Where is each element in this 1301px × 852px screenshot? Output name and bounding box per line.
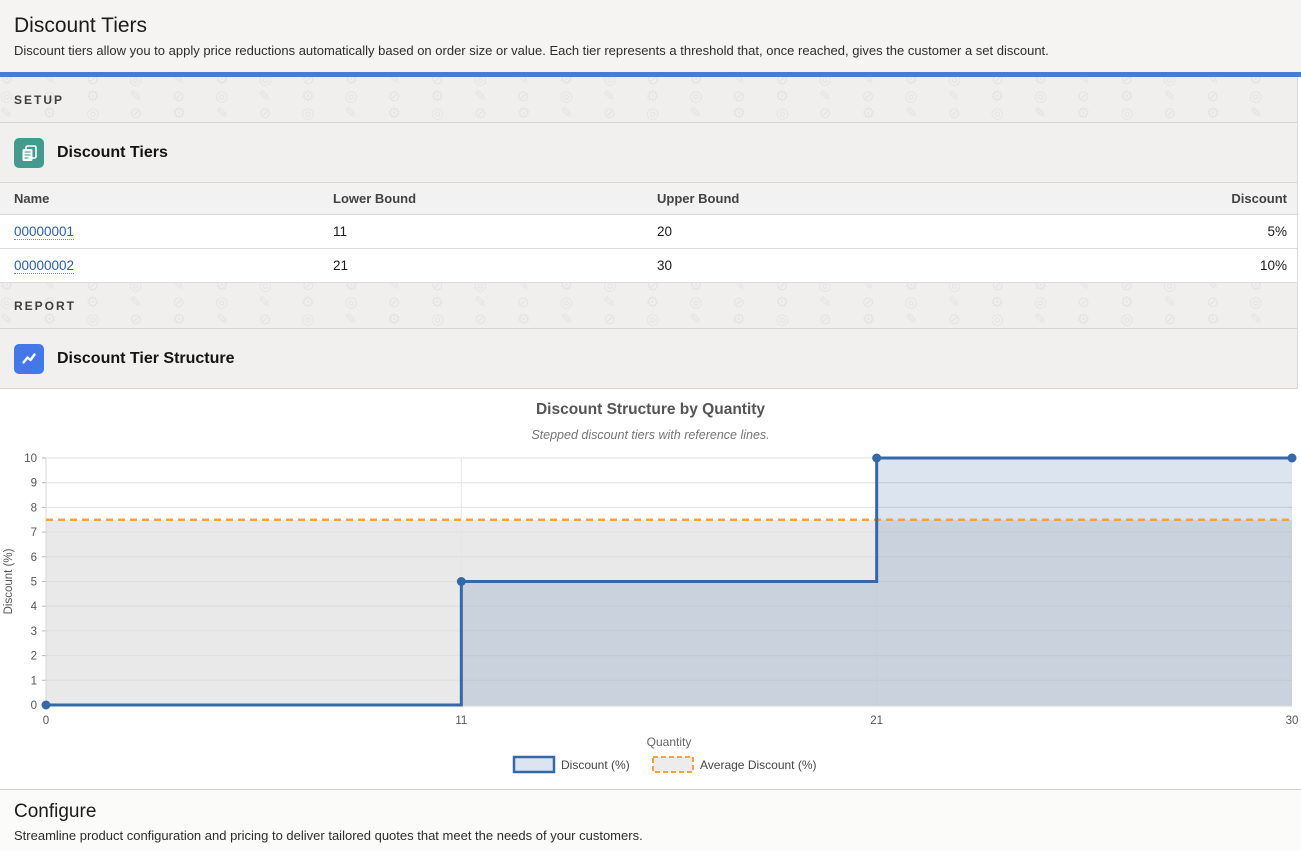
legend-swatch-discount[interactable]: [512, 755, 556, 774]
chart-section: Discount Structure by Quantity Stepped d…: [0, 389, 1301, 789]
column-header-name: Name: [14, 191, 50, 206]
discount-tiers-card-title: Discount Tiers: [57, 143, 168, 161]
report-card-header: Discount Tier Structure: [0, 329, 1301, 389]
report-band-texture: ⚙ ✎ ⊘ ◎ ✎ ⚙ ◎ ⊘ ⚙ ✎ ⊘ ◎ ✎ ⚙ ◎ ⊘ ⚙ ✎ ⊘ ◎ …: [0, 283, 1276, 328]
y-axis-title: Discount (%): [3, 548, 15, 614]
page-title: Discount Tiers: [14, 14, 148, 37]
data-point[interactable]: [41, 700, 51, 710]
setup-section-band: ⚙ ✎ ⊘ ◎ ✎ ⚙ ◎ ⊘ ⚙ ✎ ⊘ ◎ ✎ ⚙ ◎ ⊘ ⚙ ✎ ⊘ ◎ …: [0, 77, 1301, 123]
legend-label-average[interactable]: Average Discount (%): [700, 758, 817, 772]
y-tick-label: 1: [31, 675, 37, 687]
y-tick-label: 8: [31, 502, 37, 514]
cell-lower-bound: 21: [333, 258, 349, 273]
y-tick-label: 3: [31, 626, 37, 638]
data-point[interactable]: [1287, 453, 1297, 463]
column-header-lower-bound: Lower Bound: [333, 191, 417, 206]
tier-record-link[interactable]: 00000002: [14, 258, 75, 274]
page-header: Discount Tiers Discount tiers allow you …: [0, 0, 1301, 72]
chart-title: Discount Structure by Quantity: [535, 401, 766, 418]
x-axis-title: Quantity: [647, 735, 692, 749]
legend-swatch-average[interactable]: [652, 756, 694, 773]
report-section-band: ⚙ ✎ ⊘ ◎ ✎ ⚙ ◎ ⊘ ⚙ ✎ ⊘ ◎ ✎ ⚙ ◎ ⊘ ⚙ ✎ ⊘ ◎ …: [0, 283, 1301, 329]
cell-discount: 5%: [1267, 224, 1287, 239]
column-header-upper-bound: Upper Bound: [657, 191, 740, 206]
average-band-fill: [46, 519, 1292, 705]
setup-section-label: SETUP: [14, 92, 65, 107]
page-footer: Configure Streamline product configurati…: [0, 789, 1301, 851]
y-tick-label: 4: [31, 601, 38, 613]
report-card-title: Discount Tier Structure: [57, 349, 235, 367]
document-form-icon: [14, 137, 44, 168]
cell-lower-bound: 11: [333, 224, 348, 239]
y-tick-label: 9: [31, 478, 37, 490]
data-point[interactable]: [872, 453, 882, 463]
chart-subtitle: Stepped discount tiers with reference li…: [531, 428, 770, 442]
y-tick-label: 7: [31, 527, 37, 539]
discount-tiers-table: Name Lower Bound Upper Bound Discount 00…: [0, 183, 1301, 283]
setup-band-texture: ⚙ ✎ ⊘ ◎ ✎ ⚙ ◎ ⊘ ⚙ ✎ ⊘ ◎ ✎ ⚙ ◎ ⊘ ⚙ ✎ ⊘ ◎ …: [0, 77, 1276, 122]
y-tick-label: 2: [31, 651, 37, 663]
footer-title: Configure: [14, 801, 97, 822]
discount-step-line: [46, 456, 1292, 707]
tier-record-link[interactable]: 00000001: [14, 224, 75, 240]
y-tick-label: 5: [31, 577, 37, 589]
y-tick-label: 6: [31, 552, 37, 564]
page-subtitle: Discount tiers allow you to apply price …: [14, 43, 1049, 58]
legend-label-discount[interactable]: Discount (%): [561, 758, 630, 772]
accent-divider-bar: [0, 72, 1301, 77]
table-row: 00000001 11 20 5%: [0, 215, 1301, 249]
cell-upper-bound: 30: [657, 258, 673, 273]
discount-structure-chart: 0 1 2 3 4 5 6 7 8 9 10 0 11 21 30 Discount (%) Quantity D…: [3, 453, 1299, 774]
right-gutter: [1297, 77, 1301, 389]
y-tick-label: 0: [31, 700, 37, 712]
table-row: 00000002 21 30 10%: [0, 249, 1301, 283]
cell-upper-bound: 20: [657, 224, 673, 239]
line-chart-icon: [14, 343, 44, 374]
discount-tiers-card-header: Discount Tiers: [0, 123, 1301, 183]
x-tick-label: 0: [43, 715, 49, 727]
x-tick-label: 11: [455, 715, 467, 727]
footer-subtitle: Streamline product configuration and pri…: [14, 828, 643, 843]
x-tick-label: 21: [870, 715, 883, 727]
data-point[interactable]: [456, 577, 466, 586]
y-tick-label: 10: [24, 453, 37, 465]
cell-discount: 10%: [1259, 258, 1287, 273]
x-tick-label: 30: [1286, 715, 1299, 727]
content-region: ⚙ ✎ ⊘ ◎ ✎ ⚙ ◎ ⊘ ⚙ ✎ ⊘ ◎ ✎ ⚙ ◎ ⊘ ⚙ ✎ ⊘ ◎ …: [0, 77, 1301, 389]
column-header-discount: Discount: [1231, 191, 1287, 206]
table-header-row: Name Lower Bound Upper Bound Discount: [0, 183, 1301, 215]
report-section-label: REPORT: [14, 298, 77, 313]
